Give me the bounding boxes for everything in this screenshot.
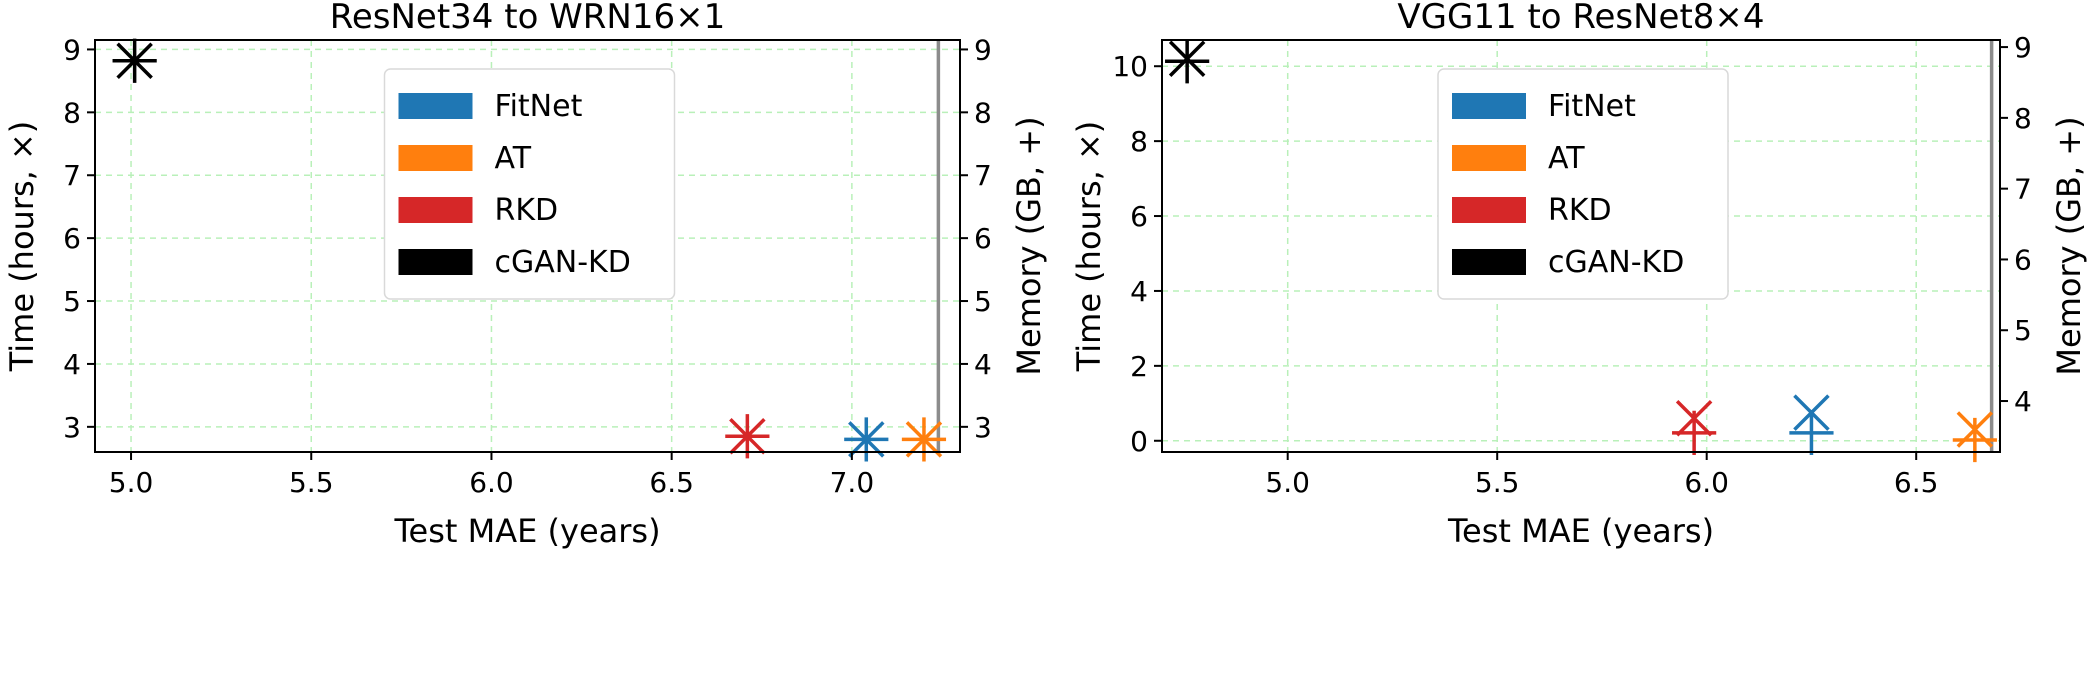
legend-box — [1437, 68, 1729, 300]
y2-tick-label: 3 — [974, 411, 992, 444]
y-axis-label: Time (hours, ×) — [3, 121, 41, 373]
legend-swatch-at — [398, 145, 473, 171]
chart-panel-1: 5.0 5.5 6.0 6.5 7.0 3 4 5 6 7 8 9 3 4 5 6 7 8 9 ResNet34 to… — [3, 0, 1048, 550]
y2-tick-label: 9 — [974, 33, 992, 66]
y-tick-label: 5 — [63, 285, 81, 318]
legend-label-cgan-kd: cGAN-KD — [1548, 245, 1684, 280]
y2-tick-label: 5 — [2014, 314, 2032, 347]
legend-label-rkd: RKD — [1548, 193, 1612, 228]
legend-swatch-at — [1452, 145, 1526, 171]
memory-marker-cgan-kd — [1165, 39, 1210, 84]
memory-marker-rkd — [1672, 410, 1717, 455]
x-tick-label: 5.0 — [1265, 466, 1310, 499]
legend-swatch-fitnet — [1452, 93, 1526, 119]
y2-tick-label: 8 — [2014, 102, 2032, 135]
y2-axis-label: Memory (GB, +) — [1010, 116, 1048, 375]
y2-tick-label: 6 — [2014, 243, 2032, 276]
memory-marker-cgan-kd — [112, 38, 157, 83]
x-tick-label: 5.5 — [1475, 466, 1520, 499]
memory-marker-at — [1952, 417, 1997, 463]
y2-axis-label: Memory (GB, +) — [2050, 116, 2088, 375]
y2-tick-label: 7 — [2014, 173, 2032, 206]
y-tick-label: 10 — [1112, 50, 1148, 83]
y-tick-label: 0 — [1130, 425, 1148, 458]
plot-frame — [1161, 39, 2001, 453]
y-tick-label: 8 — [63, 96, 81, 129]
y-tick-label: 6 — [1130, 200, 1148, 233]
x-tick-label: 5.0 — [109, 466, 154, 499]
y2-tick-label: 4 — [2014, 385, 2032, 418]
legend-swatch-rkd — [398, 197, 473, 223]
legend-swatch-cgan-kd — [1452, 249, 1526, 275]
y-axis-label: Time (hours, ×) — [1070, 121, 1108, 373]
x-tick-label: 6.5 — [649, 466, 694, 499]
legend-label-fitnet: FitNet — [1548, 89, 1636, 124]
x-axis-label: Test MAE (years) — [393, 512, 660, 550]
x-tick-label: 5.5 — [289, 466, 334, 499]
y-tick-label: 3 — [63, 411, 81, 444]
memory-marker-at — [901, 417, 947, 462]
legend: FitNet AT RKD cGAN-KD — [1437, 68, 1729, 300]
y2-tick-label: 8 — [974, 96, 992, 129]
y-tick-label: 8 — [1130, 125, 1148, 158]
legend-swatch-cgan-kd — [398, 249, 473, 275]
y2-tick-label: 5 — [974, 285, 992, 318]
plot-frame — [94, 39, 961, 453]
legend-label-rkd: RKD — [495, 193, 559, 228]
legend: FitNet AT RKD cGAN-KD — [383, 68, 676, 300]
y-tick-label: 4 — [63, 348, 81, 381]
x-tick-label: 7.0 — [830, 466, 875, 499]
legend-label-fitnet: FitNet — [495, 89, 583, 124]
legend-label-at: AT — [495, 141, 532, 176]
y2-tick-label: 6 — [974, 222, 992, 255]
x-tick-label: 6.0 — [469, 466, 514, 499]
y-tick-label: 7 — [63, 159, 81, 192]
y2-tick-label: 7 — [974, 159, 992, 192]
chart-title: VGG11 to ResNet8×4 — [1397, 0, 1764, 37]
legend-swatch-rkd — [1452, 197, 1526, 223]
legend-label-at: AT — [1548, 141, 1585, 176]
x-tick-label: 6.5 — [1894, 466, 1939, 499]
chart-panel-2: 5.0 5.5 6.0 6.5 0 2 4 6 8 10 4 5 6 7 8 9 VGG11 to ResNet… — [1070, 0, 2088, 550]
x-axis-label: Test MAE (years) — [1447, 512, 1714, 550]
legend-box — [383, 68, 676, 300]
chart-title: ResNet34 to WRN16×1 — [330, 0, 725, 37]
y-tick-label: 4 — [1130, 275, 1148, 308]
y-tick-label: 6 — [63, 222, 81, 255]
y2-tick-label: 4 — [974, 348, 992, 381]
y-tick-label: 9 — [63, 33, 81, 66]
x-tick-label: 6.0 — [1684, 466, 1729, 499]
memory-marker-fitnet — [844, 417, 889, 462]
legend-swatch-fitnet — [398, 93, 473, 119]
legend-label-cgan-kd: cGAN-KD — [495, 245, 631, 280]
y-tick-label: 2 — [1130, 350, 1148, 383]
memory-marker-fitnet — [1789, 410, 1834, 455]
y2-tick-label: 9 — [2014, 31, 2032, 64]
